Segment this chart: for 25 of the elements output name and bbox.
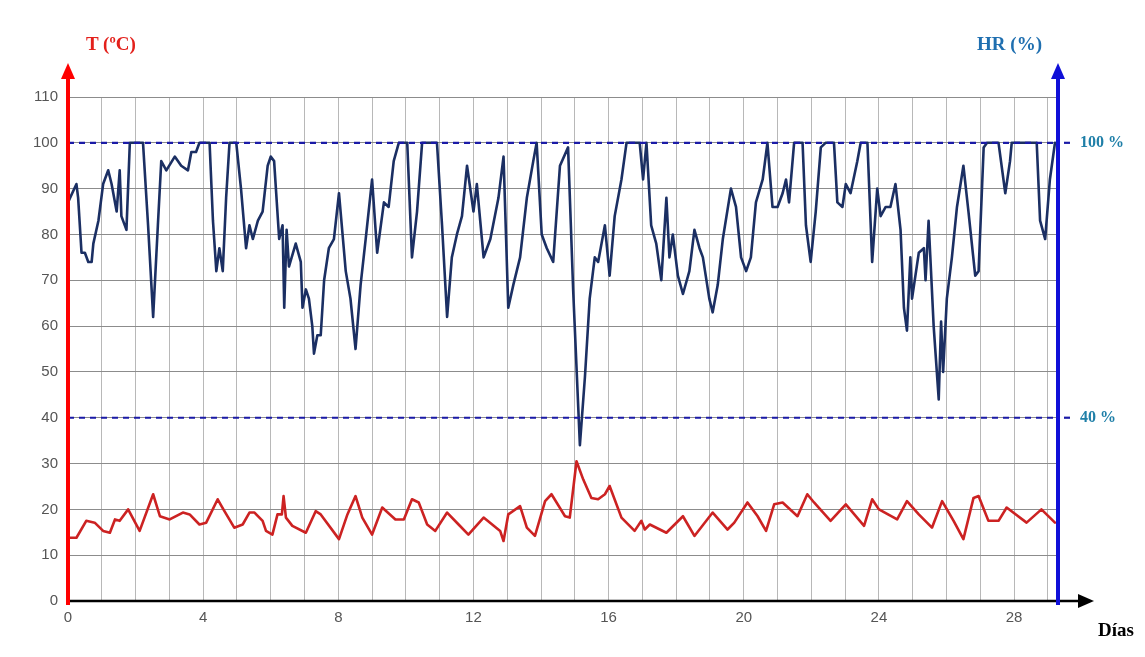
y-tick-label: 20 (41, 499, 58, 517)
y-tick-label: 0 (49, 591, 58, 609)
y-tick-label: 60 (41, 316, 58, 334)
ref-line-label: 40 % (1080, 407, 1116, 425)
x-tick-label: 28 (1005, 608, 1023, 626)
y-tick-label: 40 (41, 407, 58, 425)
y-tick-label: 110 (34, 87, 58, 105)
x-tick-label: 8 (334, 608, 343, 626)
y-tick-label: 100 (32, 132, 58, 150)
x-tick-label: 0 (63, 608, 73, 626)
y2-axis-title: HR (%) (977, 32, 1042, 55)
y-axis-title: T (ºC) (86, 32, 136, 55)
ref-line-label: 100 % (1080, 132, 1124, 150)
y-tick-label: 50 (41, 362, 58, 380)
x-tick-label: 12 (465, 608, 482, 626)
x-axis-title: Días (1098, 618, 1134, 640)
x-tick-label: 24 (870, 608, 888, 626)
y-tick-label: 80 (41, 224, 58, 242)
y-tick-label: 70 (41, 270, 58, 288)
x-tick-label: 20 (735, 608, 753, 626)
y-tick-label: 90 (41, 178, 58, 196)
x-tick-label: 4 (198, 608, 208, 626)
x-tick-label: 16 (600, 608, 617, 626)
y-tick-label: 10 (41, 545, 58, 563)
y-tick-label: 30 (41, 453, 58, 471)
